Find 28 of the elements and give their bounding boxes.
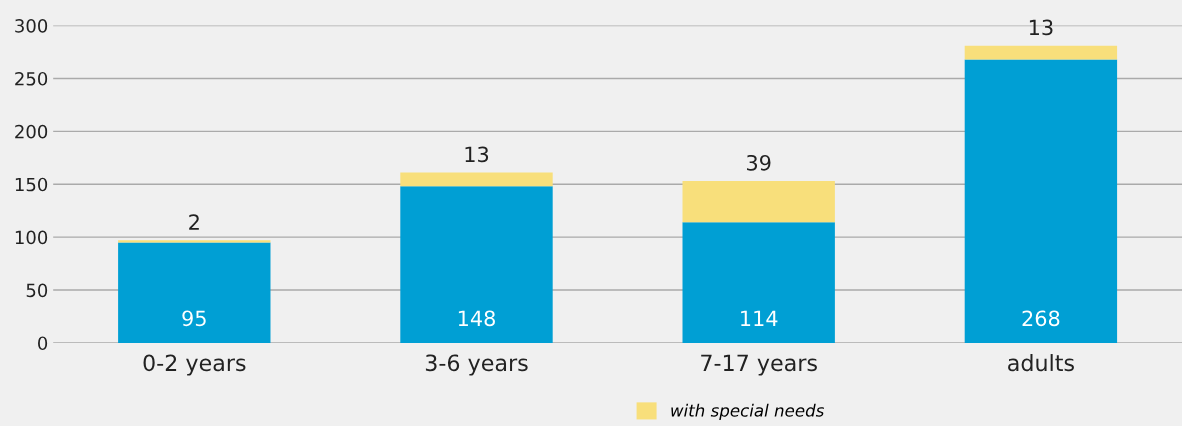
bar [964, 45, 1118, 60]
legend-label: with special needs [671, 403, 825, 420]
data-label: 13 [1029, 19, 1053, 36]
x-tick-label: 3-6 years [425, 354, 528, 376]
data-label: 2 [189, 214, 199, 230]
bar [682, 222, 835, 343]
y-tick-label: 50 [26, 283, 48, 298]
y-tick-label: 0 [38, 336, 48, 351]
bar [400, 172, 553, 187]
data-label: 268 [1022, 310, 1060, 327]
x-tick-label: adults [1008, 354, 1074, 372]
data-label: 148 [458, 310, 495, 327]
data-label: 95 [182, 310, 206, 327]
y-tick-label: 250 [15, 71, 48, 86]
y-tick-label: 100 [15, 230, 48, 245]
bar [118, 242, 271, 343]
y-tick-label: 150 [15, 177, 48, 192]
y-tick-label: 200 [15, 124, 48, 139]
data-label: 13 [465, 146, 489, 163]
bar [400, 186, 553, 343]
data-label: 114 [741, 310, 778, 326]
bar [118, 240, 271, 243]
x-tick-label: 0-2 years [143, 354, 246, 376]
data-label: 39 [747, 154, 771, 171]
bar [964, 59, 1118, 343]
bar [682, 181, 835, 223]
x-tick-label: 7-17 years [701, 354, 817, 376]
y-tick-label: 300 [15, 19, 48, 33]
